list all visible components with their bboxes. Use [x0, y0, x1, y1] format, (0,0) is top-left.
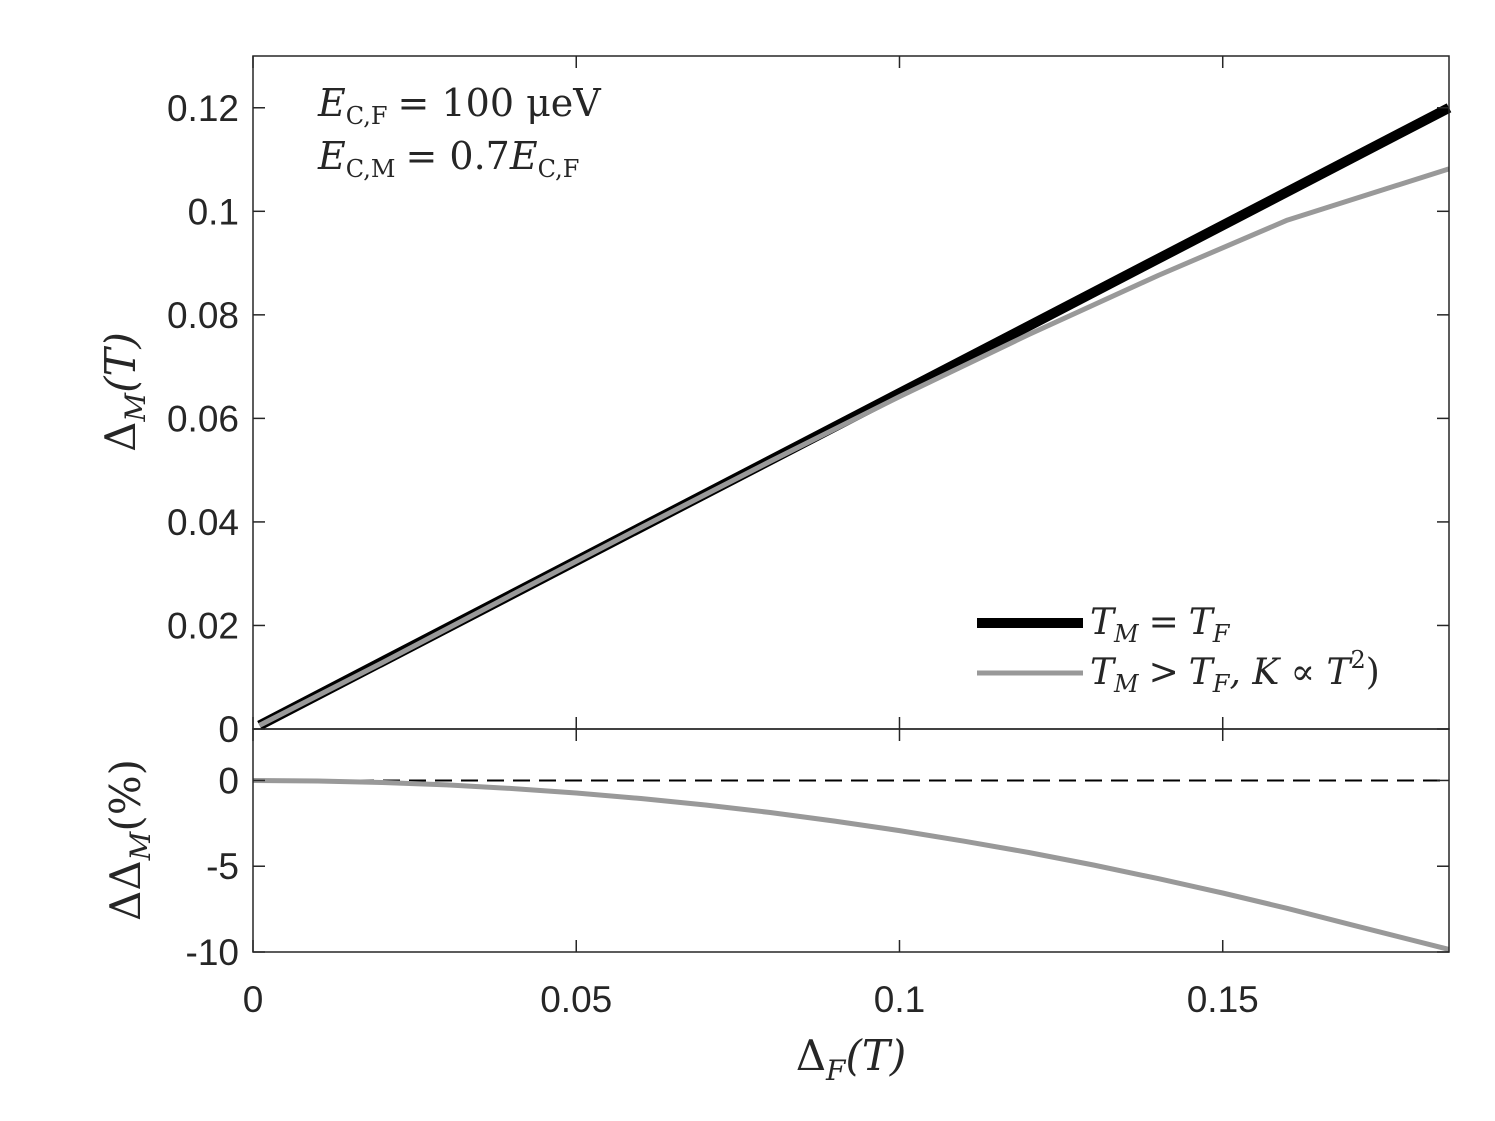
annotation-1-sub: C,F: [346, 102, 388, 130]
top-ylabel-base: Δ: [96, 422, 145, 452]
bottom-ylabel: ΔΔM(%): [101, 759, 157, 921]
annotation-line-2: EC,M = 0.7EC,F: [317, 134, 579, 183]
annotation-2-sub: C,M: [346, 155, 396, 183]
xtick-label: 0.05: [540, 979, 612, 1020]
top-plot-area: [253, 56, 1449, 729]
bottom-series-line-0: [252, 778, 1450, 952]
xlabel-arg: (T): [845, 1031, 906, 1080]
annotation-line-1: EC,F = 100 μeV: [317, 81, 601, 130]
xlabel-sub: F: [825, 1054, 847, 1087]
top-series-line-1: [258, 166, 1450, 728]
xtick-label: 0.15: [1187, 979, 1259, 1020]
top-ytick-label: 0.1: [188, 191, 239, 232]
top-series-group: [257, 103, 1452, 730]
annotation-2-rhs-var: E: [509, 134, 538, 178]
xtick-label: 0.1: [874, 979, 925, 1020]
top-ylabel-arg: (T): [96, 332, 145, 393]
bottom-ytick-label: 0: [218, 760, 239, 801]
bottom-ytick-label: -5: [206, 846, 239, 887]
top-ylabel-sub: M: [119, 392, 152, 423]
top-ytick-label: 0: [218, 709, 239, 750]
bottom-panel: -10 -5 0 0 0.05 0.1 0.15 ΔΔM(%) ΔF(T): [101, 728, 1450, 1087]
top-ytick-label: 0.12: [167, 88, 239, 129]
bottom-ticks: -10 -5 0 0 0.05 0.1 0.15: [186, 729, 1449, 1020]
annotation-1-rhs: = 100 μeV: [398, 81, 602, 125]
bottom-ylabel-base: ΔΔ: [101, 860, 150, 921]
top-ytick-label: 0.06: [167, 398, 239, 439]
top-ytick-label: 0.04: [167, 502, 239, 543]
annotation-2-rhs: = 0.7: [405, 134, 509, 178]
bottom-ytick-label: -10: [186, 932, 239, 973]
top-panel: 00.020.040.060.080.10.12 ΔM(T) EC,F = 100…: [96, 55, 1452, 750]
bottom-axes-box: [252, 728, 1450, 953]
top-ticks: 0 0.02 0.04 0.06 0.08 0.1 0.12: [167, 56, 1449, 750]
bottom-ylabel-arg: (%): [101, 759, 150, 832]
top-ytick-label: 0.08: [167, 295, 239, 336]
xlabel-base: Δ: [796, 1031, 826, 1080]
annotation-1-lhs: E: [317, 81, 346, 125]
xtick-label: 0: [243, 979, 264, 1020]
legend-label-equal: TM = TF: [1090, 602, 1231, 648]
bottom-ylabel-sub: M: [124, 830, 157, 861]
xlabel: ΔF(T): [796, 1031, 907, 1087]
top-ytick-label: 0.02: [167, 605, 239, 646]
top-ylabel: ΔM(T): [96, 332, 152, 452]
annotation-2-lhs: E: [317, 134, 346, 178]
legend-label-greater: TM > TF, K ∝ T2): [1090, 646, 1380, 698]
legend: TM = TF TM > TF, K ∝ T2): [977, 602, 1380, 698]
annotation-2-rhs-sub: C,F: [538, 155, 580, 183]
bottom-series-group: [252, 778, 1450, 952]
